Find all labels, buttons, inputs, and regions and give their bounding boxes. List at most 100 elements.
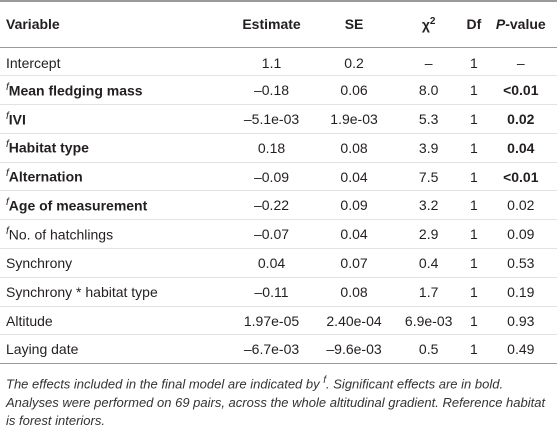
value-cell: 0.09 [313,190,395,221]
note-text: The effects included in the final model … [6,376,324,392]
header-row: Variable Estimate SE χ2 Df P-value [0,0,557,48]
value-cell: 1.1 [229,47,314,77]
column-header: Df [463,0,485,48]
value-cell: 8.0 [394,75,464,106]
value-cell: 1 [463,277,485,307]
value-cell: 0.18 [229,133,314,163]
effect-marker: f [6,81,9,93]
variable-name: Synchrony * habitat type [6,283,158,300]
variable-name: Alternation [8,168,83,185]
variable-name: Laying date [6,341,79,358]
value-cell: –9.6e-03 [313,334,395,365]
value-cell: –0.22 [229,190,314,221]
variable-cell: Laying date [0,334,230,365]
value-cell: 0.08 [313,277,395,307]
note-marker: f [323,375,327,387]
table-row: fAlternation –0.09 0.04 7.5 1 <0.01 [0,162,557,192]
value-cell: –6.7e-03 [229,334,314,365]
variable-cell: fIVI [0,104,230,134]
effect-marker: f [6,197,9,209]
value-cell: 1.7 [394,277,464,307]
table-row: Altitude 1.97e-05 2.40e-04 6.9e-03 1 0.93 [0,306,557,336]
column-header: Estimate [229,0,314,48]
results-table: Variable Estimate SE χ2 Df P-value Intercept 1… [0,0,557,365]
effect-marker: f [6,225,9,237]
table-row: fAge of measurement –0.22 0.09 3.2 1 0.02 [0,190,557,221]
variable-name: Synchrony [6,254,73,271]
value-cell: 0.04 [313,219,395,250]
variable-name: Altitude [6,312,53,329]
table-row: fMean fledging mass –0.18 0.06 8.0 1 <0.01 [0,75,557,106]
header-italic: P [495,16,506,33]
p-value-cell: 0.02 [484,104,557,134]
value-cell: 0.04 [313,162,395,192]
table-header: Variable Estimate SE χ2 Df P-value [0,0,557,48]
value-cell: 1 [463,334,485,365]
variable-name: Intercept [6,55,61,72]
value-cell: 0.4 [394,248,464,278]
variable-cell: Synchrony * habitat type [0,277,230,307]
value-cell: 2.40e-04 [313,306,395,336]
p-value-cell: 0.49 [484,334,557,365]
value-cell: 5.3 [394,104,464,134]
column-header: χ2 [394,0,464,48]
table-row: fNo. of hatchlings –0.07 0.04 2.9 1 0.09 [0,219,557,250]
value-cell: 1 [463,248,485,278]
value-cell: –0.07 [229,219,314,250]
effect-marker: f [6,139,9,151]
effect-marker: f [6,110,9,122]
column-header: P-value [484,0,557,48]
variable-name: Habitat type [8,140,89,157]
p-value-cell: – [484,47,557,77]
table-row: fHabitat type 0.18 0.08 3.9 1 0.04 [0,133,557,163]
p-value-cell: 0.53 [484,248,557,278]
header-superscript: 2 [429,15,436,27]
header-text: -value [505,16,546,33]
variable-name: Age of measurement [8,197,148,214]
variable-cell: fAlternation [0,162,230,192]
effect-marker: f [6,168,9,180]
p-value-cell: 0.02 [484,190,557,221]
table-row: Laying date –6.7e-03 –9.6e-03 0.5 1 0.49 [0,334,557,365]
variable-cell: fMean fledging mass [0,75,230,106]
value-cell: 1.97e-05 [229,306,314,336]
value-cell: –0.09 [229,162,314,192]
value-cell: 0.06 [313,75,395,106]
column-header: Variable [0,0,230,48]
p-value-cell: 0.04 [484,133,557,163]
value-cell: 1 [463,219,485,250]
value-cell: 1 [463,75,485,106]
value-cell: 6.9e-03 [394,306,464,336]
value-cell: –0.11 [229,277,314,307]
value-cell: 3.9 [394,133,464,163]
value-cell: 1 [463,133,485,163]
value-cell: 1 [463,47,485,77]
p-value-cell: 0.09 [484,219,557,250]
table-note: The effects included in the final model … [0,364,557,429]
p-value-cell: <0.01 [484,75,557,106]
variable-name: Mean fledging mass [8,82,143,99]
value-cell: 1 [463,104,485,134]
value-cell: – [394,47,464,77]
value-cell: 0.2 [313,47,395,77]
value-cell: –5.1e-03 [229,104,314,134]
value-cell: 0.5 [394,334,464,365]
table-body: Intercept 1.1 0.2–1– fMean fledging mass –0.… [0,47,557,365]
value-cell: 0.08 [313,133,395,163]
note-text: . Significant effects are in bold. Analy… [6,376,546,428]
value-cell: 1 [463,162,485,192]
table-row: Synchrony 0.04 0.07 0.4 1 0.53 [0,248,557,278]
p-value-cell: 0.19 [484,277,557,307]
column-header: SE [313,0,395,48]
p-value-cell: <0.01 [484,162,557,192]
table-row: Intercept 1.1 0.2–1– [0,47,557,77]
value-cell: –0.18 [229,75,314,106]
value-cell: 2.9 [394,219,464,250]
value-cell: 1.9e-03 [313,104,395,134]
value-cell: 7.5 [394,162,464,192]
value-cell: 1 [463,306,485,336]
value-cell: 3.2 [394,190,464,221]
value-cell: 0.07 [313,248,395,278]
variable-cell: fHabitat type [0,133,230,163]
variable-name: IVI [8,111,26,128]
